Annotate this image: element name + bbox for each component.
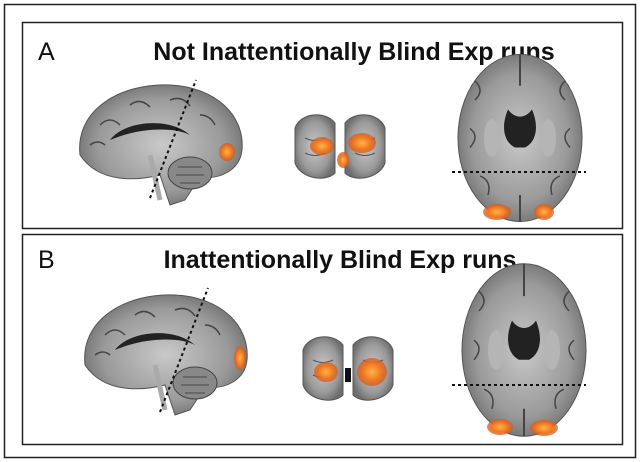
panel-title: Inattentionally Blind Exp runs	[164, 246, 517, 274]
panel-label: A	[38, 38, 55, 66]
figure: A Not Inattentionally Blind Exp runs B I…	[0, 0, 640, 462]
panel: A Not Inattentionally Blind Exp runs	[23, 23, 623, 229]
panel: B Inattentionally Blind Exp runs	[23, 235, 623, 445]
panel-label: B	[38, 246, 55, 274]
